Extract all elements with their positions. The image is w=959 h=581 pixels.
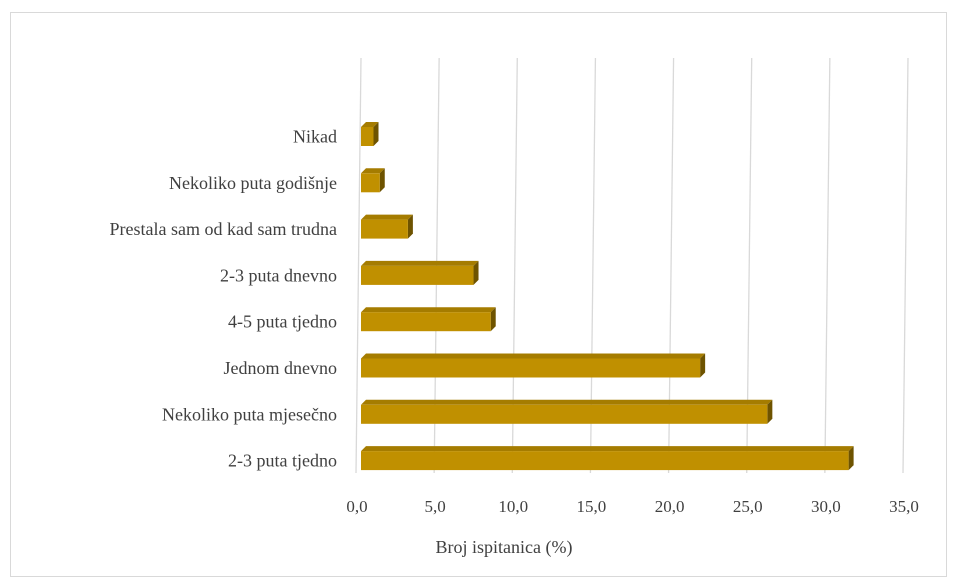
x-tick-label: 15,0 bbox=[577, 497, 607, 516]
bar bbox=[361, 307, 496, 332]
category-label: Nekoliko puta godišnje bbox=[169, 173, 337, 193]
bars bbox=[361, 122, 854, 471]
bar bbox=[361, 122, 379, 146]
bar bbox=[361, 214, 413, 239]
x-tick-label: 0,0 bbox=[346, 497, 367, 516]
bar bbox=[361, 260, 479, 285]
bar-chart: Nikad Nekoliko puta godišnje Prestala sam … bbox=[110, 57, 919, 558]
category-label: Jednom dnevno bbox=[224, 358, 337, 378]
x-tick-label: 30,0 bbox=[811, 497, 841, 516]
x-tick-label: 5,0 bbox=[425, 497, 446, 516]
bar bbox=[361, 353, 706, 378]
bar bbox=[361, 168, 385, 193]
category-label: Nikad bbox=[293, 127, 337, 147]
gridlines bbox=[355, 57, 909, 474]
category-label: Nekoliko puta mjesečno bbox=[162, 404, 337, 424]
gridline bbox=[824, 57, 831, 474]
bar bbox=[361, 446, 854, 471]
category-labels: Nikad Nekoliko puta godišnje Prestala sam … bbox=[110, 127, 337, 471]
x-tick-label: 35,0 bbox=[889, 497, 919, 516]
gridline bbox=[902, 57, 909, 474]
x-tick-labels: 0,0 5,0 10,0 15,0 20,0 25,0 30,0 35,0 bbox=[346, 497, 919, 516]
x-tick-label: 20,0 bbox=[655, 497, 685, 516]
category-label: Prestala sam od kad sam trudna bbox=[110, 219, 337, 239]
category-label: 2-3 puta dnevno bbox=[220, 265, 337, 285]
chart-frame: Nikad Nekoliko puta godišnje Prestala sam … bbox=[10, 12, 947, 577]
category-label: 2-3 puta tjedno bbox=[228, 451, 337, 471]
x-tick-label: 25,0 bbox=[733, 497, 763, 516]
category-label: 4-5 puta tjedno bbox=[228, 312, 337, 332]
x-tick-label: 10,0 bbox=[498, 497, 528, 516]
gridline bbox=[355, 57, 362, 474]
bar bbox=[361, 399, 773, 424]
x-axis-title: Broj ispitanica (%) bbox=[436, 537, 573, 558]
